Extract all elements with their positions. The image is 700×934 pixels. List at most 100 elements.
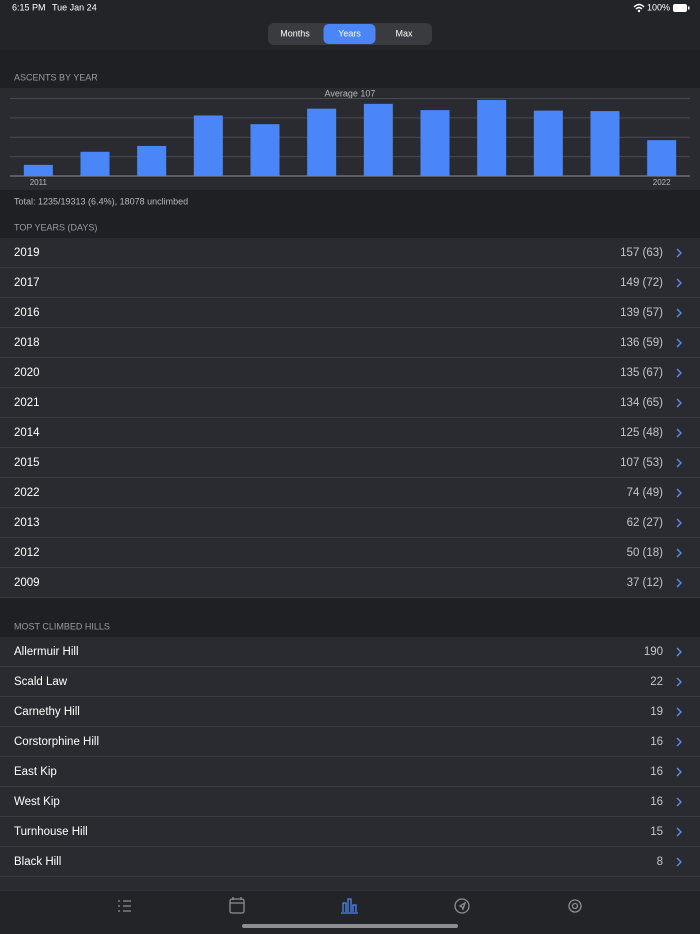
row-label: West Kip xyxy=(14,796,60,808)
status-date: Tue Jan 24 xyxy=(52,2,97,12)
row-label: East Kip xyxy=(14,766,57,778)
tab-calendar-icon[interactable] xyxy=(229,898,245,914)
row-label: 2009 xyxy=(14,577,40,589)
list-row[interactable] xyxy=(0,637,700,667)
row-label: 2019 xyxy=(14,247,40,259)
section-gap xyxy=(0,598,700,638)
bar xyxy=(23,164,53,176)
row-value: 22 xyxy=(650,676,663,688)
tab-stats-icon[interactable] xyxy=(341,898,358,914)
list-row[interactable] xyxy=(0,787,700,817)
row-value: 149 (72) xyxy=(620,277,663,289)
list-row[interactable] xyxy=(0,757,700,787)
row-label: 2020 xyxy=(14,367,40,379)
tab-icons xyxy=(118,897,582,914)
row-chevron xyxy=(676,398,682,408)
tab-calendar-detail xyxy=(230,897,244,904)
row-chevron xyxy=(676,428,682,438)
list-row[interactable] xyxy=(0,268,700,298)
segment-label[interactable]: Max xyxy=(395,28,413,38)
row-chevron xyxy=(676,248,682,258)
list-row[interactable] xyxy=(0,508,700,538)
row-value: 62 (27) xyxy=(627,517,664,529)
bar xyxy=(80,151,110,176)
row-value: 16 xyxy=(650,766,663,778)
row-chevron xyxy=(676,857,682,867)
section-header: TOP YEARS (DAYS) xyxy=(14,222,97,232)
list-row[interactable] xyxy=(0,358,700,388)
row-chevron xyxy=(676,737,682,747)
row-chevron xyxy=(676,767,682,777)
list-row[interactable] xyxy=(0,697,700,727)
row-label: 2018 xyxy=(14,337,40,349)
chart-annotation: Average 107 xyxy=(325,88,376,98)
list-row[interactable] xyxy=(0,817,700,847)
row-chevron xyxy=(676,707,682,717)
bar xyxy=(250,124,280,176)
list-row-clipped xyxy=(0,877,700,890)
list-row[interactable] xyxy=(0,238,700,268)
row-label: 2021 xyxy=(14,397,40,409)
list-row[interactable] xyxy=(0,298,700,328)
list-row[interactable] xyxy=(0,538,700,568)
bar xyxy=(477,99,507,176)
chart-background xyxy=(0,88,700,190)
bar xyxy=(193,115,223,176)
row-label: Turnhouse Hill xyxy=(14,826,88,838)
row-value: 134 (65) xyxy=(620,397,663,409)
row-chevron xyxy=(676,647,682,657)
row-label: Scald Law xyxy=(14,676,68,688)
list-row[interactable] xyxy=(0,478,700,508)
list-row[interactable] xyxy=(0,667,700,697)
row-value: 190 xyxy=(644,646,663,658)
row-value: 107 (53) xyxy=(620,457,663,469)
row-value: 15 xyxy=(650,826,663,838)
tab-settings-icon[interactable] xyxy=(568,899,582,913)
battery-icon xyxy=(673,4,687,12)
list-row[interactable] xyxy=(0,727,700,757)
row-chevron xyxy=(676,677,682,687)
row-value: 157 (63) xyxy=(620,247,663,259)
row-value: 37 (12) xyxy=(627,577,664,589)
row-label: 2013 xyxy=(14,517,40,529)
bar xyxy=(420,110,450,176)
list-row[interactable] xyxy=(0,418,700,448)
list-row[interactable] xyxy=(0,568,700,598)
row-value: 16 xyxy=(650,796,663,808)
row-chevron xyxy=(676,518,682,528)
wifi-dot xyxy=(637,9,641,13)
status-battery: 100% xyxy=(647,2,670,12)
list-row[interactable] xyxy=(0,847,700,877)
segment-label[interactable]: Years xyxy=(338,28,361,38)
row-chevron xyxy=(676,368,682,378)
tab-nav-icon[interactable] xyxy=(454,898,470,914)
row-value: 19 xyxy=(650,706,663,718)
section-header: MOST CLIMBED HILLS xyxy=(14,621,110,631)
row-label: Allermuir Hill xyxy=(14,646,79,658)
row-label: 2012 xyxy=(14,547,40,559)
row-value: 135 (67) xyxy=(620,367,663,379)
list-row[interactable] xyxy=(0,448,700,478)
row-value: 50 (18) xyxy=(627,547,664,559)
segment-selected[interactable] xyxy=(323,24,376,44)
row-label: 2016 xyxy=(14,307,40,319)
row-chevron xyxy=(676,827,682,837)
list-row[interactable] xyxy=(0,328,700,358)
battery-tip xyxy=(688,6,690,10)
row-value: 8 xyxy=(657,856,663,868)
bar xyxy=(137,145,167,176)
row-label: 2014 xyxy=(14,427,40,439)
row-chevron xyxy=(676,578,682,588)
row-chevron xyxy=(676,797,682,807)
row-label: Carnethy Hill xyxy=(14,706,80,718)
tab-list-icon xyxy=(118,900,131,912)
row-chevron xyxy=(676,548,682,558)
tab-nav-arrow xyxy=(458,901,467,911)
row-chevron xyxy=(676,458,682,468)
row-chevron xyxy=(676,338,682,348)
segment-label[interactable]: Months xyxy=(280,28,310,38)
list-row[interactable] xyxy=(0,388,700,418)
row-value: 136 (59) xyxy=(620,337,663,349)
